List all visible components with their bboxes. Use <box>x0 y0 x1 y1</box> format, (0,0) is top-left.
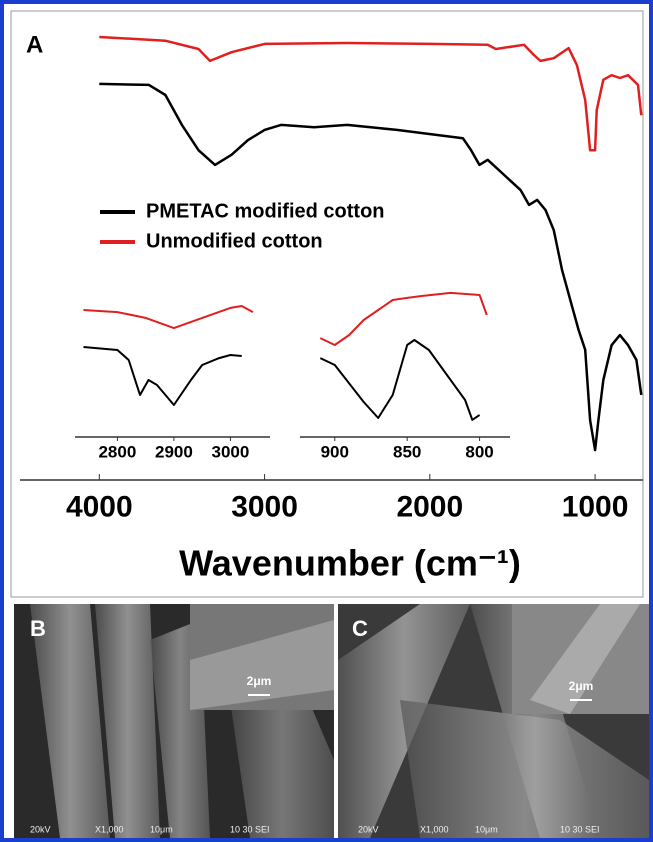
x-tick-label: 2000 <box>396 490 463 523</box>
panel-label: A <box>26 31 43 58</box>
legend-label: PMETAC modified cotton <box>146 200 385 222</box>
panel-label: C <box>352 616 368 641</box>
sem-footer: 20kV <box>30 824 51 834</box>
x-tick-label: 4000 <box>66 490 133 523</box>
x-tick-label: 2900 <box>155 443 193 462</box>
x-axis-title: Wavenumber (cm⁻¹) <box>179 543 521 584</box>
x-tick-label: 800 <box>465 443 493 462</box>
sem-c: C 2μm 20kV X1,000 10μm 10 30 SEI <box>338 604 649 838</box>
legend-label: Unmodified cotton <box>146 230 323 252</box>
x-tick-label: 850 <box>393 443 421 462</box>
x-tick-label: 3000 <box>231 490 298 523</box>
sem-footer: 10 30 SEI <box>560 824 600 834</box>
page: A Wavenumber (cm⁻¹) B 2μm 20kV X1,000 10… <box>0 0 653 842</box>
sem-footer: X1,000 <box>95 824 124 834</box>
sem-footer: 10μm <box>475 824 498 834</box>
sem-footer: 20kV <box>358 824 379 834</box>
scale-label: 2μm <box>569 679 594 693</box>
x-tick-label: 1000 <box>562 490 629 523</box>
x-tick-label: 900 <box>321 443 349 462</box>
scale-label: 2μm <box>247 674 272 688</box>
sem-b: B 2μm 20kV X1,000 10μm 10 30 SEI <box>14 604 334 838</box>
sem-footer: 10μm <box>150 824 173 834</box>
figure: A Wavenumber (cm⁻¹) B 2μm 20kV X1,000 10… <box>0 0 653 842</box>
panel-label: B <box>30 616 46 641</box>
x-tick-label: 2800 <box>98 443 136 462</box>
sem-footer: 10 30 SEI <box>230 824 270 834</box>
sem-footer: X1,000 <box>420 824 449 834</box>
x-tick-label: 3000 <box>212 443 250 462</box>
